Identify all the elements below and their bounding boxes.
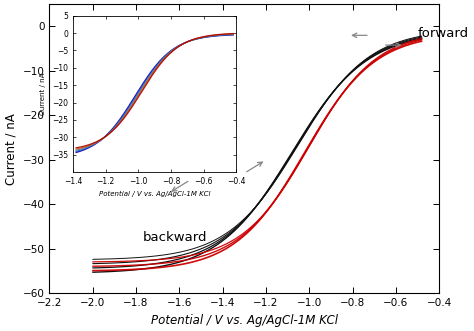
- Text: backward: backward: [143, 231, 207, 244]
- Text: forward: forward: [418, 26, 469, 40]
- X-axis label: Potential / V vs. Ag/AgCl-1M KCl: Potential / V vs. Ag/AgCl-1M KCl: [151, 314, 338, 327]
- Y-axis label: Current / nA: Current / nA: [4, 113, 17, 185]
